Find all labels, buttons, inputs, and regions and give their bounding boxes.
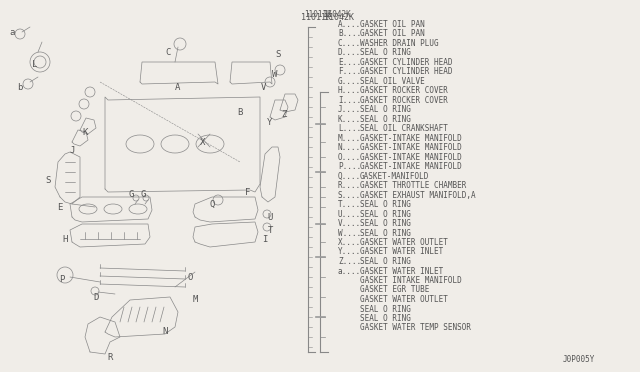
Text: GASKET-INTAKE MANIFOLD: GASKET-INTAKE MANIFOLD — [360, 153, 461, 161]
Text: Z: Z — [282, 109, 287, 119]
Text: G: G — [140, 189, 146, 199]
Text: N....: N.... — [338, 143, 361, 152]
Text: Z....: Z.... — [338, 257, 361, 266]
Text: SEAL O RING: SEAL O RING — [360, 228, 411, 237]
Text: O: O — [188, 273, 193, 282]
Text: S: S — [275, 49, 281, 58]
Text: A: A — [175, 83, 180, 92]
Text: L: L — [32, 60, 38, 68]
Text: E: E — [58, 202, 63, 212]
Text: E....: E.... — [338, 58, 361, 67]
Text: GASKET THROTTLE CHAMBER: GASKET THROTTLE CHAMBER — [360, 181, 467, 190]
Text: X....: X.... — [338, 238, 361, 247]
Text: SEAL O RING: SEAL O RING — [360, 48, 411, 57]
Text: a....: a.... — [338, 266, 361, 276]
Text: P: P — [60, 276, 65, 285]
Text: J: J — [69, 145, 75, 154]
Text: J....: J.... — [338, 105, 361, 114]
Text: B: B — [237, 108, 243, 116]
Text: GASKET-INTAKE MANIFOLD: GASKET-INTAKE MANIFOLD — [360, 143, 461, 152]
Text: L....: L.... — [338, 124, 361, 133]
Text: K: K — [83, 128, 88, 137]
Text: GASKET ROCKER COVER: GASKET ROCKER COVER — [360, 86, 448, 95]
Text: GASKET WATER INLET: GASKET WATER INLET — [360, 266, 444, 276]
Text: S: S — [45, 176, 51, 185]
Text: M: M — [192, 295, 198, 305]
Text: O....: O.... — [338, 153, 361, 161]
Text: H: H — [62, 234, 68, 244]
Text: Y: Y — [268, 118, 273, 126]
Text: SEAL O RING: SEAL O RING — [360, 219, 411, 228]
Text: G....: G.... — [338, 77, 361, 86]
Text: G: G — [128, 189, 134, 199]
Text: U: U — [268, 212, 273, 221]
Text: SEAL OIL VALVE: SEAL OIL VALVE — [360, 77, 425, 86]
Text: I....: I.... — [338, 96, 361, 105]
Text: SEAL O RING: SEAL O RING — [360, 115, 411, 124]
Text: GASKET INTAKE MANIFOLD: GASKET INTAKE MANIFOLD — [360, 276, 461, 285]
Text: W....: W.... — [338, 228, 361, 237]
Text: D....: D.... — [338, 48, 361, 57]
Text: GASKET CYLINDER HEAD: GASKET CYLINDER HEAD — [360, 67, 452, 76]
Text: SEAL O RING: SEAL O RING — [360, 105, 411, 114]
Text: GASKET WATER TEMP SENSOR: GASKET WATER TEMP SENSOR — [360, 324, 471, 333]
Text: J0P005Y: J0P005Y — [563, 355, 595, 364]
Text: H....: H.... — [338, 86, 361, 95]
Text: 11011K: 11011K — [301, 13, 331, 22]
Text: Y....: Y.... — [338, 247, 361, 257]
Text: GASKET-INTAKE MANIFOLD: GASKET-INTAKE MANIFOLD — [360, 162, 461, 171]
Text: M....: M.... — [338, 134, 361, 142]
Text: GASKET-MANIFOLD: GASKET-MANIFOLD — [360, 171, 429, 180]
Text: 11042K: 11042K — [324, 13, 354, 22]
Text: U....: U.... — [338, 209, 361, 218]
Text: R....: R.... — [338, 181, 361, 190]
Text: GASKET EXHAUST MANIFOLD,A: GASKET EXHAUST MANIFOLD,A — [360, 190, 476, 199]
Text: K....: K.... — [338, 115, 361, 124]
Text: GASKET-INTAKE MANIFOLD: GASKET-INTAKE MANIFOLD — [360, 134, 461, 142]
Text: SEAL O RING: SEAL O RING — [360, 200, 411, 209]
Text: C: C — [165, 48, 171, 57]
Text: SEAL OIL CRANKSHAFT: SEAL OIL CRANKSHAFT — [360, 124, 448, 133]
Text: D: D — [93, 292, 99, 301]
Text: SEAL O RING: SEAL O RING — [360, 305, 411, 314]
Text: GASKET ROCKER COVER: GASKET ROCKER COVER — [360, 96, 448, 105]
Text: b: b — [17, 83, 22, 92]
Text: A....: A.... — [338, 19, 361, 29]
Text: GASKET CYLINDER HEAD: GASKET CYLINDER HEAD — [360, 58, 452, 67]
Text: WASHER DRAIN PLUG: WASHER DRAIN PLUG — [360, 38, 438, 48]
Text: T: T — [268, 225, 273, 234]
Text: B....: B.... — [338, 29, 361, 38]
Text: W: W — [272, 70, 278, 78]
Text: X: X — [200, 138, 205, 147]
Text: Q: Q — [209, 199, 214, 208]
Text: Q....: Q.... — [338, 171, 361, 180]
Text: GASKET OIL PAN: GASKET OIL PAN — [360, 29, 425, 38]
Text: N: N — [163, 327, 168, 337]
Text: SEAL O RING: SEAL O RING — [360, 209, 411, 218]
Text: a: a — [10, 28, 15, 36]
Text: 11011K: 11011K — [304, 10, 332, 19]
Text: GASKET WATER INLET: GASKET WATER INLET — [360, 247, 444, 257]
Text: I: I — [262, 234, 268, 244]
Text: T....: T.... — [338, 200, 361, 209]
Text: GASKET OIL PAN: GASKET OIL PAN — [360, 19, 425, 29]
Text: V: V — [260, 83, 266, 92]
Text: C....: C.... — [338, 38, 361, 48]
Text: P....: P.... — [338, 162, 361, 171]
Text: R: R — [108, 353, 113, 362]
Text: V....: V.... — [338, 219, 361, 228]
Text: SEAL O RING: SEAL O RING — [360, 257, 411, 266]
Text: 11042K: 11042K — [323, 10, 351, 19]
Text: F....: F.... — [338, 67, 361, 76]
Text: SEAL O RING: SEAL O RING — [360, 314, 411, 323]
Text: F: F — [245, 187, 251, 196]
Text: GASKET WATER OUTLET: GASKET WATER OUTLET — [360, 295, 448, 304]
Text: GASKET WATER OUTLET: GASKET WATER OUTLET — [360, 238, 448, 247]
Text: S....: S.... — [338, 190, 361, 199]
Text: GASKET EGR TUBE: GASKET EGR TUBE — [360, 285, 429, 295]
